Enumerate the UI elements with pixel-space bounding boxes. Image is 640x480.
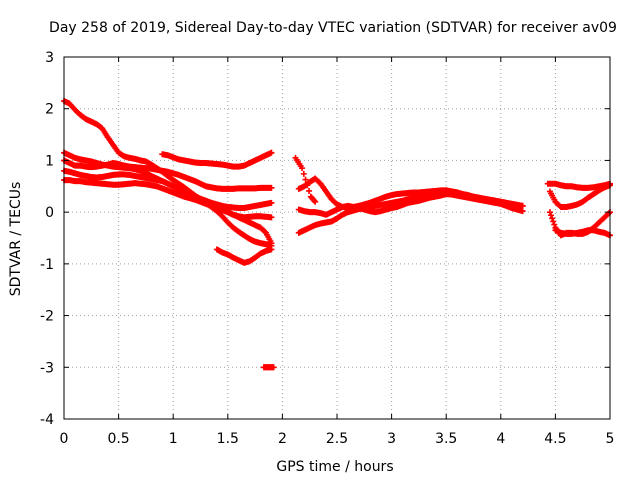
series-track-l: [292, 154, 319, 205]
series-track-d: [61, 167, 275, 212]
data-point: [519, 208, 526, 215]
series-track-h: [260, 364, 277, 371]
series-track-j: [295, 175, 526, 212]
data-point: [268, 214, 275, 221]
x-tick-label: 4: [496, 431, 505, 447]
chart-title: Day 258 of 2019, Sidereal Day-to-day VTE…: [49, 20, 617, 36]
data-point: [304, 182, 311, 189]
series-track-g: [213, 246, 275, 266]
data-point: [605, 210, 612, 217]
x-tick-label: 0: [60, 431, 69, 447]
data-point: [548, 212, 555, 219]
data-point: [268, 246, 275, 253]
data-point: [300, 170, 307, 177]
data-point: [299, 165, 306, 172]
data-point: [550, 218, 557, 225]
x-tick-label: 5: [606, 431, 615, 447]
y-axis-ticks: -4 -3 -2 -1 0 1 2 3: [40, 50, 610, 428]
series-track-c: [61, 157, 275, 192]
data-point: [302, 176, 309, 183]
series-track-f: [159, 149, 275, 170]
y-tick-label: 0: [45, 205, 54, 221]
y-tick-label: -1: [40, 257, 54, 273]
y-tick-label: -2: [40, 309, 54, 325]
y-tick-label: 3: [45, 50, 54, 66]
x-tick-label: 2: [278, 431, 287, 447]
data-point: [270, 364, 277, 371]
y-tick-label: -4: [40, 412, 54, 428]
x-axis-label: GPS time / hours: [276, 459, 393, 475]
data-points: [61, 97, 613, 371]
data-point: [312, 198, 319, 205]
x-tick-label: 0.5: [107, 431, 129, 447]
x-tick-label: 3.5: [435, 431, 457, 447]
grid: [64, 57, 610, 419]
data-point: [551, 221, 558, 228]
y-tick-label: -3: [40, 360, 54, 376]
data-point: [549, 215, 556, 222]
y-axis-label: SDTVAR / TECUs: [8, 182, 24, 297]
x-tick-label: 3: [387, 431, 396, 447]
x-axis-ticks: 0 0.5 1 1.5 2 2.5 3 3.5 4 4.5 5: [60, 57, 615, 447]
data-point: [268, 199, 275, 206]
data-point: [546, 209, 553, 216]
x-tick-label: 2.5: [326, 431, 348, 447]
y-tick-label: 2: [45, 102, 54, 118]
data-point: [268, 184, 275, 191]
data-point: [268, 240, 275, 247]
data-point: [268, 149, 275, 156]
series-track-p: [552, 227, 613, 239]
data-point: [311, 197, 318, 204]
y-tick-label: 1: [45, 153, 54, 169]
series-track-e: [61, 177, 275, 221]
x-tick-label: 1: [169, 431, 178, 447]
data-point: [306, 187, 313, 194]
x-tick-label: 1.5: [217, 431, 239, 447]
x-tick-label: 4.5: [544, 431, 566, 447]
data-point: [261, 228, 268, 235]
data-point: [519, 202, 526, 209]
series-track-k: [295, 191, 526, 218]
